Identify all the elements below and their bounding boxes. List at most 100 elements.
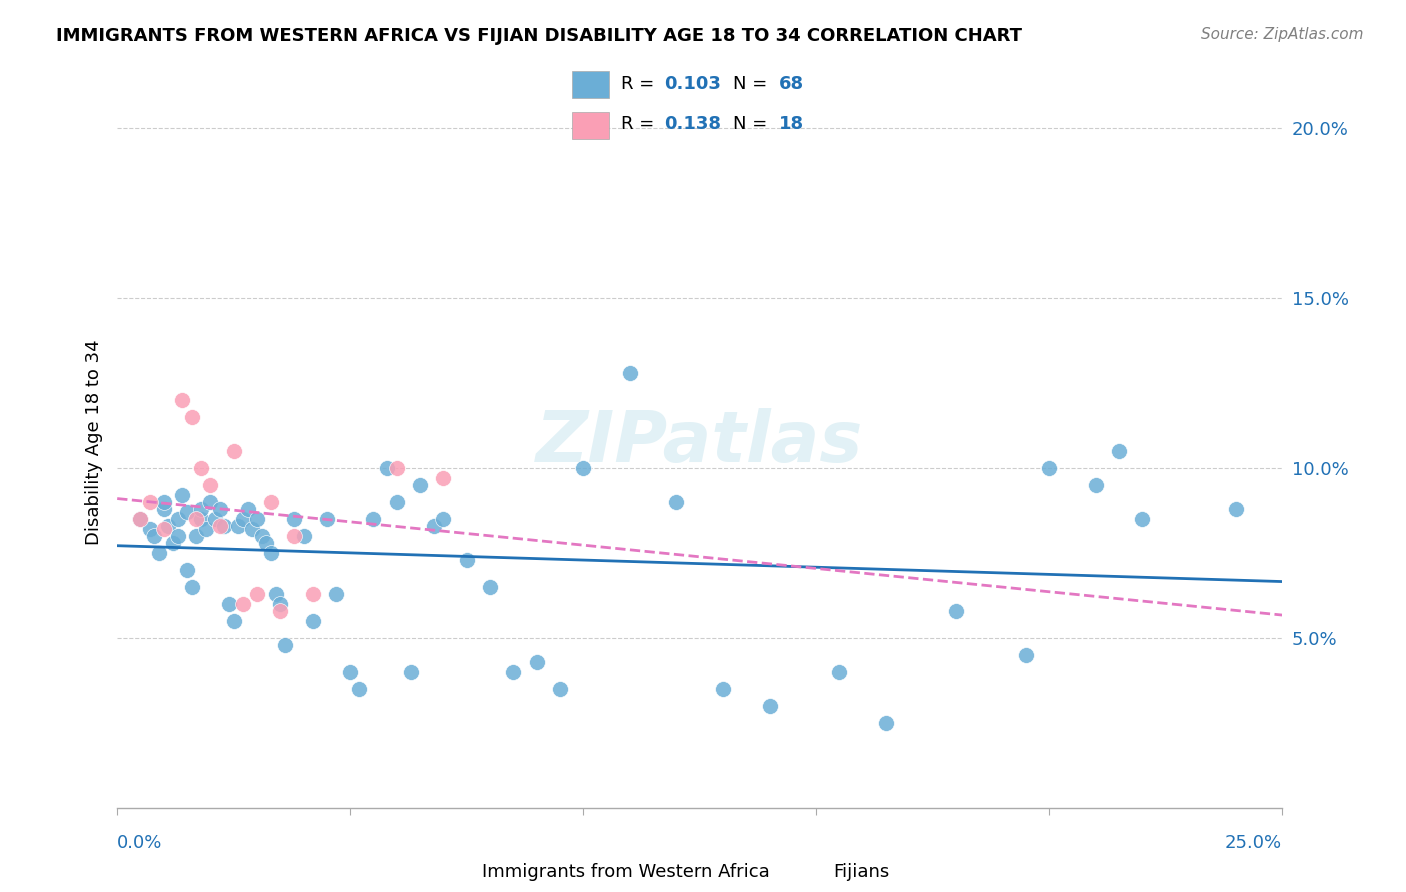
Point [1130,512,1153,526]
Point [236,501,259,516]
Point [143,529,166,543]
Point [260,495,283,509]
Point [152,495,174,509]
Point [456,552,478,566]
Point [152,501,174,516]
Point [269,597,291,611]
Point [1108,444,1130,458]
Point [194,522,217,536]
Point [254,535,277,549]
Text: 0.138: 0.138 [665,115,721,133]
Point [246,512,269,526]
Point [152,522,174,536]
Point [339,665,361,679]
Point [166,529,188,543]
Point [214,518,236,533]
Point [423,518,446,533]
Point [139,522,162,536]
Point [385,495,408,509]
Point [228,518,250,533]
Text: N =: N = [733,75,772,93]
Point [166,512,188,526]
Point [218,597,240,611]
Point [129,512,152,526]
Point [363,512,385,526]
Text: 18: 18 [779,115,804,133]
Point [399,665,422,679]
Point [264,587,287,601]
Point [711,681,734,696]
Point [349,681,371,696]
Point [1225,501,1247,516]
Point [208,518,231,533]
Text: Immigrants from Western Africa: Immigrants from Western Africa [482,863,769,881]
Point [478,580,501,594]
Point [232,512,254,526]
Point [200,478,222,492]
Point [269,604,291,618]
Point [172,393,194,408]
Point [385,461,408,475]
Point [190,461,212,475]
Point [200,495,222,509]
Point [619,366,641,380]
Point [190,512,212,526]
Point [548,681,571,696]
Point [283,529,305,543]
Point [139,495,162,509]
Point [945,604,967,618]
Point [129,512,152,526]
Point [162,535,184,549]
Point [665,495,688,509]
Point [283,512,305,526]
Point [828,665,851,679]
Point [302,587,325,601]
Text: N =: N = [733,115,772,133]
Text: 0.103: 0.103 [665,75,721,93]
Point [572,461,595,475]
Point [292,529,315,543]
Point [186,512,208,526]
Point [758,698,780,713]
Point [377,461,399,475]
Point [250,529,273,543]
Point [302,614,325,628]
Point [222,614,245,628]
Point [274,638,297,652]
Text: Fijians: Fijians [834,863,890,881]
Point [240,522,263,536]
Point [315,512,337,526]
Point [180,580,202,594]
Point [1015,648,1038,662]
Point [148,546,170,560]
Text: 25.0%: 25.0% [1225,834,1282,852]
Point [526,655,548,669]
Point [232,597,254,611]
Point [432,512,454,526]
Point [260,546,283,560]
Point [176,563,198,577]
Text: R =: R = [621,75,661,93]
Point [246,587,269,601]
Point [208,501,231,516]
Point [186,529,208,543]
Point [502,665,524,679]
Y-axis label: Disability Age 18 to 34: Disability Age 18 to 34 [86,340,103,545]
FancyBboxPatch shape [572,71,609,98]
Point [325,587,347,601]
Point [875,715,897,730]
Text: Source: ZipAtlas.com: Source: ZipAtlas.com [1201,27,1364,42]
Text: IMMIGRANTS FROM WESTERN AFRICA VS FIJIAN DISABILITY AGE 18 TO 34 CORRELATION CHA: IMMIGRANTS FROM WESTERN AFRICA VS FIJIAN… [56,27,1022,45]
Point [180,410,202,425]
Point [222,444,245,458]
Point [409,478,432,492]
Point [157,518,180,533]
Text: 0.0%: 0.0% [117,834,163,852]
Point [204,512,226,526]
Text: ZIPatlas: ZIPatlas [536,408,863,477]
Point [176,505,198,519]
Text: R =: R = [621,115,661,133]
Point [1084,478,1107,492]
Text: 68: 68 [779,75,804,93]
Point [190,501,212,516]
